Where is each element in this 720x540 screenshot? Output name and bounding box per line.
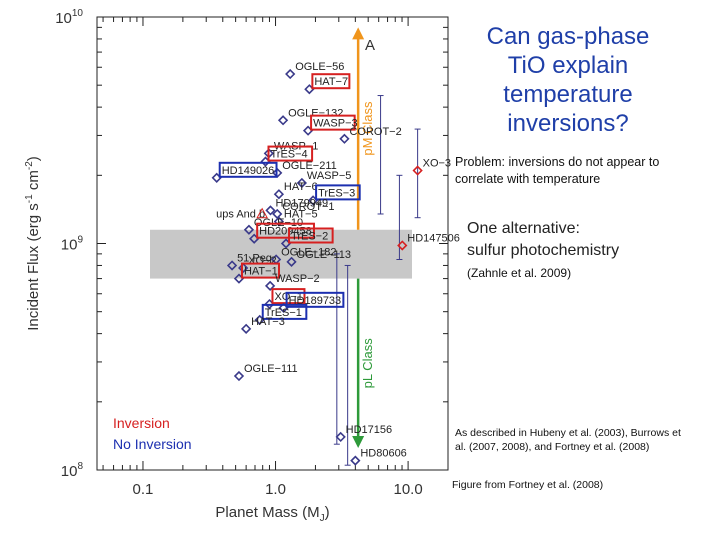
title-line-3: temperature	[503, 81, 633, 108]
y-axis-label-exp1: -1	[24, 194, 35, 203]
data-point	[296, 177, 307, 189]
point-label: HAT−5	[284, 209, 318, 221]
alternative-line-1: One alternative:	[467, 220, 580, 237]
pm-class-label: pM Class	[360, 101, 375, 156]
title-line-2: TiO explain	[507, 52, 629, 79]
pl-class-arrowhead	[352, 436, 365, 449]
point-label: HAT−6	[284, 181, 318, 193]
point-label: HD179949	[275, 197, 328, 209]
inversion-box	[256, 222, 315, 239]
point-label: HAT−7	[314, 76, 348, 88]
legend-entry: No Inversion	[113, 436, 192, 452]
point-label: WASP−5	[307, 170, 352, 182]
data-point	[226, 260, 238, 271]
point-label: TrES−4	[270, 149, 307, 161]
citation: (Zahnle et al. 2009)	[467, 266, 572, 280]
point-label: HD80606	[360, 448, 406, 460]
annotation-label: ups And b	[216, 209, 265, 221]
point-label: WASP−2	[275, 273, 320, 285]
data-point	[286, 256, 297, 267]
data-point	[397, 240, 408, 251]
inversion-box	[240, 262, 280, 279]
data-point	[264, 280, 276, 292]
legend-entry: Inversion	[113, 415, 170, 431]
data-point	[412, 165, 423, 176]
alternative-text: One alternative: sulfur photochemistry	[467, 218, 707, 262]
y-tick-exponent: 9	[77, 235, 83, 246]
x-tick-label: 0.1	[133, 481, 154, 498]
slide-title: Can gas-phase TiO explain temperature in…	[452, 22, 684, 138]
point-label: XO−3	[423, 158, 451, 170]
point-label: TrES−3	[318, 187, 355, 199]
data-point	[339, 133, 350, 144]
y-axis-label-mid: cm	[25, 170, 42, 194]
no-inversion-box	[285, 291, 345, 308]
point-label: OGLE−111	[244, 363, 298, 375]
point-label: HD17156	[346, 424, 392, 436]
y-tick-exponent: 10	[72, 8, 84, 19]
x-axis-label-end: )	[325, 504, 330, 521]
inversion-box	[267, 145, 314, 162]
point-label: HD149026	[222, 165, 275, 177]
triangle-marker	[256, 207, 269, 219]
x-axis-label-subscript: J	[320, 513, 325, 524]
point-label: OGLE−113	[297, 249, 352, 261]
inversion-box	[311, 73, 351, 90]
y-axis-label-end: )	[25, 156, 42, 161]
point-label: OGLE−56	[295, 61, 344, 73]
point-label: OGLE−211	[282, 160, 337, 172]
data-point	[272, 208, 283, 220]
panel-label: A	[365, 37, 375, 54]
point-label: TrES−1	[265, 307, 302, 319]
title-line-1: Can gas-phase	[486, 23, 650, 50]
data-point	[285, 68, 296, 80]
y-tick-label: 108	[61, 461, 84, 480]
x-tick-label: 10.0	[393, 481, 422, 498]
point-label: HD147506	[407, 232, 460, 244]
data-point	[273, 216, 285, 227]
point-label: HAT−3	[251, 316, 285, 328]
y-axis-label: Incident Flux (erg s-1 cm-2)	[24, 156, 42, 331]
data-point	[240, 323, 252, 334]
point-label: COROT−2	[349, 126, 401, 138]
no-inversion-box	[218, 161, 278, 178]
x-tick-label: 1.0	[265, 481, 286, 498]
point-label: WASP−3	[313, 118, 358, 130]
figure-source: Figure from Fortney et al. (2008)	[452, 479, 604, 491]
data-point	[265, 205, 276, 216]
no-inversion-box	[315, 184, 361, 201]
title-line-4: inversions?	[507, 110, 629, 137]
y-tick-exponent: 8	[77, 461, 83, 472]
point-label: HAT−1	[244, 266, 278, 278]
pl-class-label: pL Class	[360, 338, 375, 389]
data-point	[335, 431, 346, 443]
described-in-text: As described in Hubeny et al. (2003), Bu…	[455, 427, 681, 453]
pm-class-arrowhead	[352, 27, 365, 40]
x-axis-label: Planet Mass (MJ)	[215, 504, 329, 524]
data-point	[233, 370, 245, 382]
data-point	[350, 455, 361, 466]
point-label: 51 Peg	[237, 252, 272, 264]
y-axis-label-exp2: -2	[24, 161, 35, 170]
alternative-line-2: sulfur photochemistry	[467, 242, 620, 259]
problem-statement: Problem: inversions do not appear to cor…	[455, 155, 660, 186]
inversion-box	[271, 288, 306, 305]
data-point	[273, 189, 285, 200]
point-label: TrES−2	[291, 231, 328, 243]
point-label: OGLE−182	[281, 246, 336, 258]
y-tick-label: 109	[61, 235, 84, 254]
y-tick-label: 1010	[55, 8, 83, 27]
data-point	[238, 262, 249, 274]
data-point	[243, 224, 255, 235]
inversion-box	[288, 227, 334, 244]
point-label: HD189733	[289, 295, 342, 307]
data-point	[277, 115, 289, 126]
inversion-box	[310, 114, 356, 131]
point-label: COROT−1	[282, 201, 334, 213]
point-label: XO−1	[274, 291, 302, 303]
no-inversion-box	[261, 303, 308, 320]
